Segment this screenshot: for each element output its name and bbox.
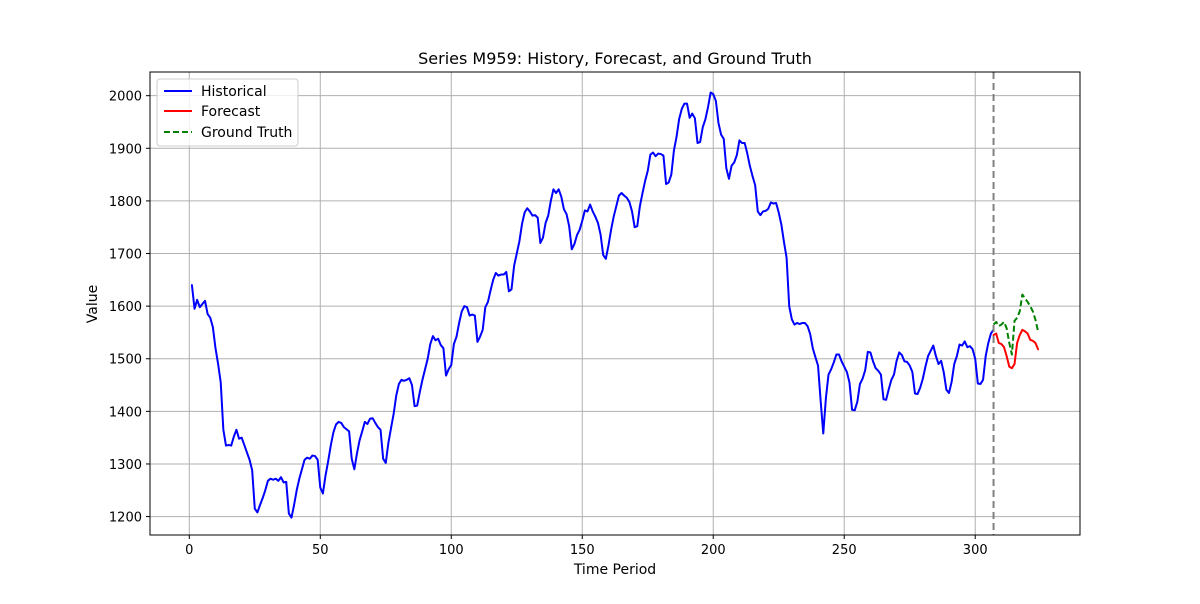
y-tick-label: 1800 <box>109 195 142 210</box>
legend-box <box>156 78 299 147</box>
y-tick-label: 2000 <box>109 90 142 105</box>
tick-layer: 0 50 100 150 200 250 300 1200 1300 1400 1500 1600 17… <box>109 90 988 558</box>
grid-layer <box>150 72 1080 535</box>
y-tick-label: 1500 <box>109 353 142 368</box>
y-tick-label: 1900 <box>109 142 142 157</box>
y-tick-label: 1300 <box>109 458 142 473</box>
x-tick-label: 0 <box>185 543 193 558</box>
x-tick-label: 100 <box>439 543 464 558</box>
legend: Historical Forecast Ground Truth <box>156 78 299 147</box>
x-tick-label: 50 <box>312 543 329 558</box>
series-line-ground-truth <box>992 293 1040 356</box>
x-tick-label: 200 <box>701 543 726 558</box>
x-axis-label: Time Period <box>573 562 656 578</box>
plot-frame <box>149 71 1081 536</box>
x-tick-label: 300 <box>963 543 988 558</box>
series-line-historical <box>190 91 995 519</box>
x-tick-label: 250 <box>832 543 857 558</box>
y-tick-label: 1400 <box>109 405 142 420</box>
legend-label-ground-truth: Ground Truth <box>201 125 292 141</box>
y-axis-label: Value <box>85 285 101 323</box>
y-tick-label: 1600 <box>109 300 142 315</box>
legend-label-historical: Historical <box>201 84 267 100</box>
series-layer <box>190 91 1040 519</box>
y-tick-label: 1700 <box>109 248 142 263</box>
series-line-forecast <box>992 328 1040 370</box>
chart-title: Series M959: History, Forecast, and Grou… <box>418 49 812 68</box>
x-tick-label: 150 <box>570 543 595 558</box>
legend-label-forecast: Forecast <box>201 104 261 120</box>
y-tick-label: 1200 <box>109 511 142 526</box>
